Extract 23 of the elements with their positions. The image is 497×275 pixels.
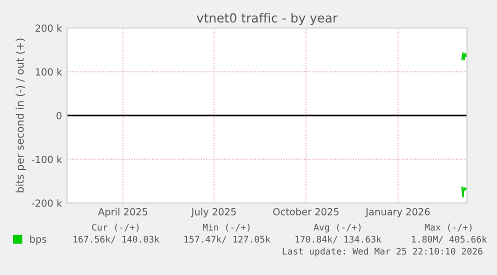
y-tick-label: 200 k [36,24,62,32]
line-series [461,52,467,61]
text: Max (-/+) [424,224,472,232]
y-tick-label: 100 k [36,68,62,76]
y-tick-label: 0 [56,112,62,120]
text: Last update: Wed Mar 25 22:10:10 2026 [282,248,482,256]
x-tick-label: April 2025 [98,208,148,218]
text: Avg (-/+) [314,224,361,232]
text: 1.80M/ 405.66k [412,236,487,244]
text: 157.47k/ 127.05k [184,236,270,244]
legend-label: bps [30,235,46,245]
x-tick-label: January 2026 [365,208,430,218]
y-axis-title: bits per second in (-) / out (+) [16,38,26,192]
text: 167.56k/ 140.03k [74,236,160,244]
y-tick-label: -200 k [32,199,62,207]
x-tick-label: July 2025 [190,208,236,218]
y-tick-label: -100 k [32,156,62,164]
text: 170.84k/ 134.63k [296,236,382,244]
text: Cur (-/+) [92,224,139,232]
text: Min (-/+) [202,224,250,232]
line-series [461,186,467,198]
x-tick-label: October 2025 [273,208,339,216]
chart-title: vtnet0 traffic - by year [196,12,338,26]
